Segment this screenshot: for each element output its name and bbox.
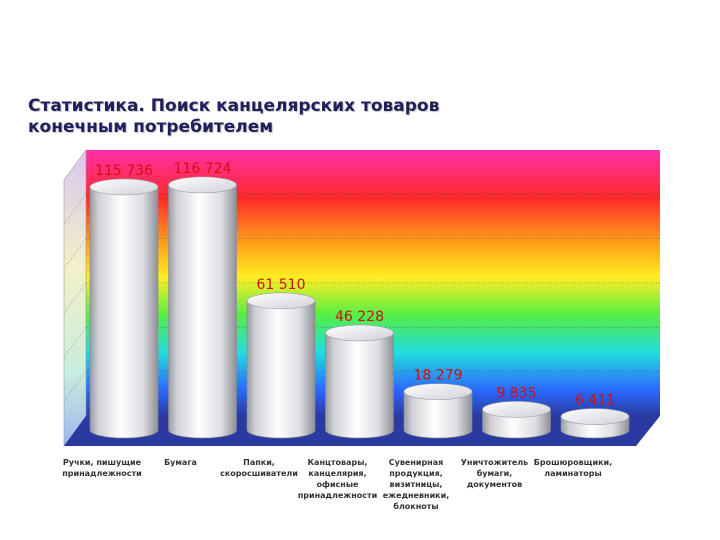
bar bbox=[89, 178, 159, 439]
bar-top bbox=[89, 178, 159, 196]
gridline-side bbox=[63, 282, 87, 314]
x-tick-label: Брошюровщики, ламинаторы bbox=[533, 458, 613, 478]
chart-title: Статистика. Поиск канцелярских товаров к… bbox=[28, 96, 548, 138]
bar bbox=[246, 292, 316, 439]
bar-body bbox=[246, 300, 316, 439]
data-label: 116 724 bbox=[174, 161, 232, 177]
bar-top bbox=[403, 383, 473, 400]
chart-title-line-1: Статистика. Поиск канцелярских товаров bbox=[28, 96, 440, 116]
data-label: 6 411 bbox=[575, 393, 615, 409]
bar-top bbox=[482, 401, 551, 418]
bar-top bbox=[325, 324, 394, 342]
bar-body bbox=[89, 186, 159, 439]
data-label: 61 510 bbox=[257, 277, 306, 293]
bar-body bbox=[168, 184, 237, 439]
data-label: 115 736 bbox=[95, 163, 153, 179]
bar-top bbox=[168, 176, 237, 194]
bar bbox=[168, 176, 237, 439]
gridline-side bbox=[63, 194, 87, 225]
bar bbox=[560, 408, 630, 439]
bar bbox=[325, 324, 394, 439]
bar-body bbox=[325, 332, 394, 439]
x-tick-label: Папки, скоросшиватели bbox=[220, 458, 298, 478]
data-label: 18 279 bbox=[414, 368, 463, 384]
gridline-side bbox=[63, 327, 87, 358]
chart-title-line-2: конечным потребителем bbox=[28, 117, 274, 137]
data-label: 9 835 bbox=[496, 385, 536, 401]
x-tick-label: Сувенирная продукция, визитницы, ежеднев… bbox=[382, 458, 450, 511]
x-tick-label: Уничтожитель бумаги, документов bbox=[460, 458, 529, 489]
gridline-side bbox=[63, 371, 87, 402]
x-tick-label: Ручки, пишущие принадлежности bbox=[62, 458, 142, 478]
gridline-side bbox=[63, 238, 87, 269]
bar bbox=[403, 383, 473, 439]
bar-top bbox=[560, 408, 630, 425]
bar bbox=[482, 401, 551, 439]
bar-body bbox=[403, 391, 473, 439]
data-label: 46 228 bbox=[335, 309, 384, 325]
x-tick-label: Канцтовары, канцелярия, офисные принадле… bbox=[297, 458, 378, 500]
x-tick-label: Бумага bbox=[164, 458, 197, 467]
bar-top bbox=[246, 292, 316, 310]
